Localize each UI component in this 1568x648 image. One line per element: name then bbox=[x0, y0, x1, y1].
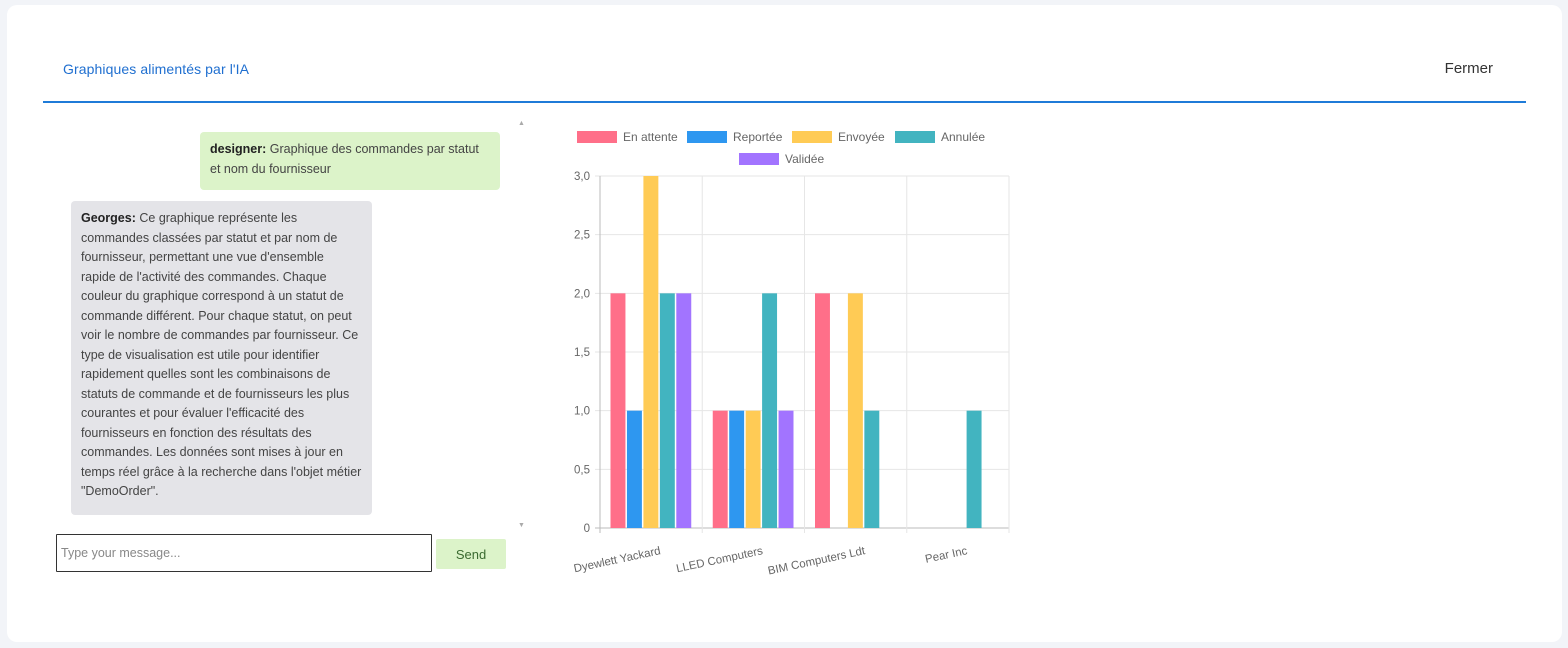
bar[interactable] bbox=[745, 410, 761, 528]
legend-label[interactable]: Envoyée bbox=[838, 130, 885, 144]
bar[interactable] bbox=[659, 293, 675, 528]
message-text: Ce graphique représente les commandes cl… bbox=[81, 211, 362, 498]
dialog-title: Graphiques alimentés par l'IA bbox=[63, 61, 250, 77]
bar[interactable] bbox=[712, 410, 728, 528]
legend-swatch[interactable] bbox=[739, 153, 779, 165]
user-message: designer: Graphique des commandes par st… bbox=[200, 132, 500, 190]
bar[interactable] bbox=[847, 293, 863, 528]
y-tick-label: 1,5 bbox=[574, 347, 590, 359]
scroll-up-arrow-icon[interactable]: ▲ bbox=[518, 120, 525, 127]
y-tick-label: 2,5 bbox=[574, 230, 590, 242]
x-tick-label: Pear Inc bbox=[924, 545, 969, 566]
legend-label[interactable]: En attente bbox=[623, 130, 678, 144]
legend-swatch[interactable] bbox=[895, 131, 935, 143]
y-tick-label: 3,0 bbox=[574, 171, 590, 183]
legend-swatch[interactable] bbox=[792, 131, 832, 143]
assistant-message: Georges: Ce graphique représente les com… bbox=[71, 201, 372, 515]
bar[interactable] bbox=[643, 176, 659, 528]
scroll-down-arrow-icon[interactable]: ▼ bbox=[518, 522, 525, 529]
bar[interactable] bbox=[729, 410, 745, 528]
message-sender: Georges: bbox=[81, 211, 136, 225]
bar[interactable] bbox=[966, 410, 982, 528]
bar[interactable] bbox=[610, 293, 626, 528]
y-tick-label: 0,5 bbox=[574, 464, 590, 476]
y-tick-label: 0 bbox=[584, 523, 590, 535]
dialog-header: Graphiques alimentés par l'IA Fermer bbox=[43, 5, 1526, 103]
legend-label[interactable]: Validée bbox=[785, 152, 824, 166]
y-tick-label: 2,0 bbox=[574, 288, 590, 300]
x-tick-label: BIM Computers Ldt bbox=[767, 545, 867, 578]
bar[interactable] bbox=[762, 293, 778, 528]
x-tick-label: Dyewlett Yackard bbox=[573, 545, 662, 575]
legend-label[interactable]: Reportée bbox=[733, 130, 783, 144]
send-button[interactable]: Send bbox=[436, 539, 506, 569]
legend-label[interactable]: Annulée bbox=[941, 130, 985, 144]
bar[interactable] bbox=[778, 410, 794, 528]
x-tick-label: LLED Computers bbox=[675, 545, 764, 575]
bar[interactable] bbox=[676, 293, 692, 528]
bar-chart: 0 0,5 1,0 1,5 2,0 2,5 3,0 Dyewlett Yackard LLED … bbox=[573, 130, 1010, 578]
close-button[interactable]: Fermer bbox=[1444, 60, 1493, 77]
message-input[interactable] bbox=[56, 534, 432, 572]
bar[interactable] bbox=[815, 293, 830, 528]
message-text: Graphique des commandes par statut et no… bbox=[210, 142, 479, 176]
bar[interactable] bbox=[864, 410, 880, 528]
bar[interactable] bbox=[626, 410, 642, 528]
legend-swatch[interactable] bbox=[687, 131, 727, 143]
y-tick-label: 1,0 bbox=[574, 406, 590, 418]
chat-messages[interactable]: designer: Graphique des commandes par st… bbox=[56, 122, 526, 530]
message-sender: designer: bbox=[210, 142, 267, 156]
legend-swatch[interactable] bbox=[577, 131, 617, 143]
